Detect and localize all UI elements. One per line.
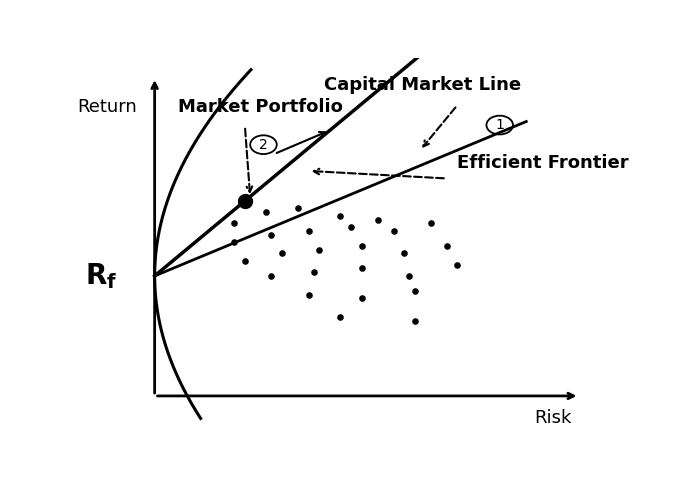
Point [404, 272, 415, 280]
Point [399, 249, 410, 257]
Point [260, 208, 271, 216]
Point [229, 238, 240, 246]
Point [356, 242, 367, 250]
Point [277, 249, 288, 257]
Point [425, 220, 436, 227]
Point [266, 272, 277, 280]
Text: 1: 1 [495, 118, 504, 132]
Point [266, 231, 277, 239]
Point [314, 246, 325, 254]
Point [356, 264, 367, 272]
Point [292, 205, 303, 212]
Point [388, 227, 399, 235]
Text: Efficient Frontier: Efficient Frontier [457, 154, 629, 172]
Text: Risk: Risk [534, 410, 571, 428]
Point [335, 313, 346, 321]
Point [409, 287, 420, 295]
Text: Market Portfolio: Market Portfolio [178, 98, 343, 116]
Text: Return: Return [77, 98, 137, 116]
Point [308, 268, 319, 276]
Point [240, 257, 251, 265]
Point [409, 317, 420, 325]
Point [345, 223, 356, 231]
Point [229, 220, 240, 227]
Point [356, 295, 367, 302]
Point [303, 291, 314, 299]
Point [441, 242, 452, 250]
Text: 2: 2 [259, 138, 268, 151]
Text: Capital Market Line: Capital Market Line [324, 75, 521, 94]
Point [372, 216, 383, 224]
Text: $\mathbf{R_f}$: $\mathbf{R_f}$ [86, 261, 118, 291]
Point [335, 212, 346, 220]
Point [451, 261, 462, 268]
Point [303, 227, 314, 235]
